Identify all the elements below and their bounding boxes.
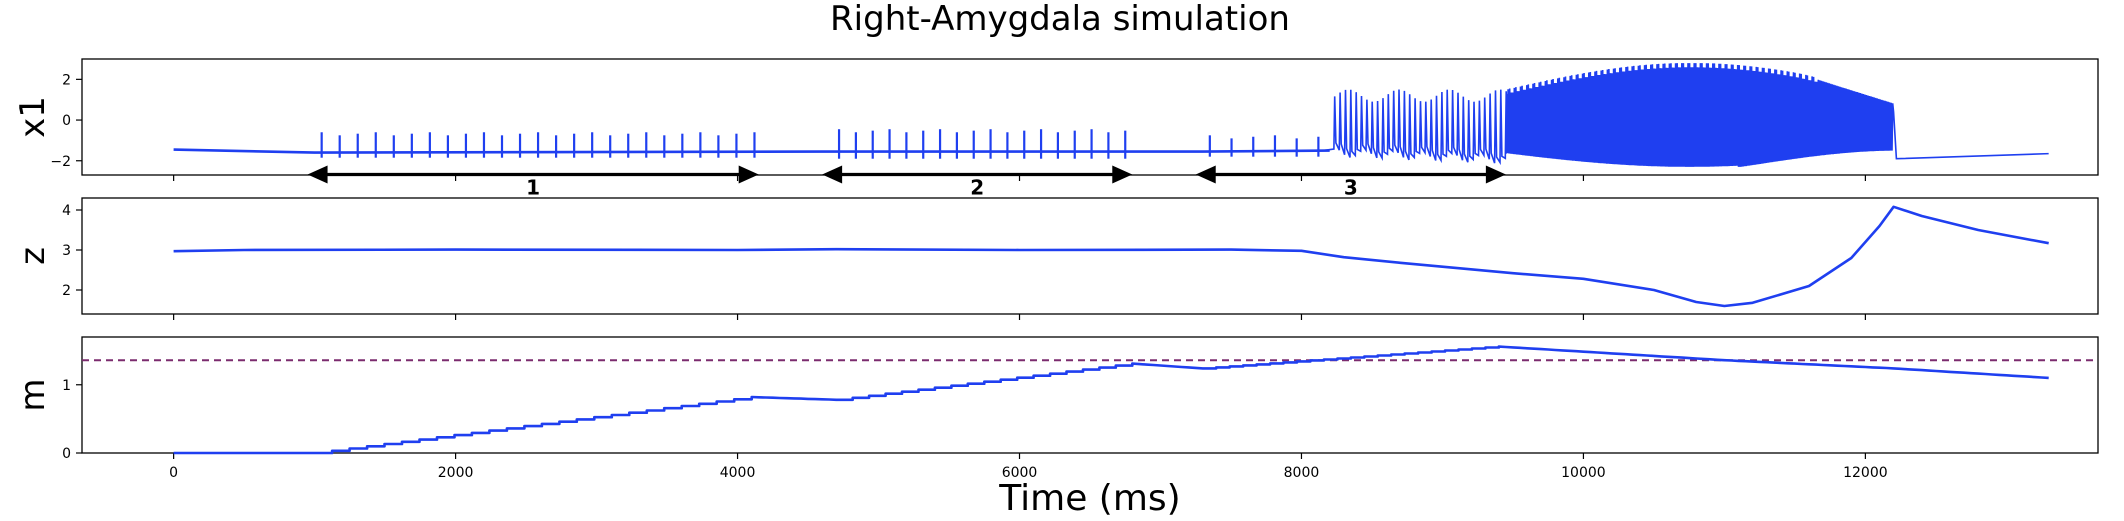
axes-frame — [81, 336, 2099, 454]
y-tick-label: 0 — [62, 113, 71, 129]
phase-arrow-2 — [822, 165, 1133, 184]
x-tick-label: 12000 — [1843, 465, 1888, 481]
y-axis-label: z — [13, 247, 53, 265]
x1-seizure-line — [1322, 63, 2049, 167]
y-tick-label: 4 — [62, 203, 71, 219]
x-tick-label: 2000 — [438, 465, 474, 481]
m-line — [173, 345, 2049, 455]
phase-label: 2 — [970, 176, 984, 200]
phase-arrow-1 — [307, 165, 759, 184]
panel-x1: −2 0 2 x1 1 2 3 — [13, 58, 2099, 200]
chart-title: Right-Amygdala simulation — [830, 0, 1290, 39]
x1-resting-line — [173, 148, 1330, 154]
x-tick-label: 4000 — [720, 465, 756, 481]
x-tick-label: 0 — [169, 465, 178, 481]
panel-z: 2 3 4 z — [13, 197, 2099, 320]
y-tick-label: 1 — [62, 378, 71, 394]
x-axis-label: Time (ms) — [998, 478, 1180, 519]
x-tick-label: 10000 — [1561, 465, 1606, 481]
y-tick-label: 3 — [62, 243, 71, 259]
z-line — [173, 205, 2049, 308]
y-tick-label: 2 — [62, 283, 71, 299]
phase-label: 3 — [1344, 176, 1358, 200]
y-tick-label: −2 — [50, 154, 71, 170]
phase-arrow-3 — [1195, 165, 1506, 184]
phase-label: 1 — [526, 176, 540, 200]
y-axis-label: m — [13, 378, 53, 411]
y-tick-label: 0 — [62, 446, 71, 462]
x-tick-label: 8000 — [1284, 465, 1320, 481]
axes-frame — [81, 197, 2099, 315]
panel-m: 0 1 0 2000 4000 6000 8000 10000 12000 m — [13, 336, 2099, 481]
x-tick-label: 6000 — [1002, 465, 1038, 481]
y-tick-label: 2 — [62, 72, 71, 88]
y-axis-label: x1 — [13, 96, 53, 138]
